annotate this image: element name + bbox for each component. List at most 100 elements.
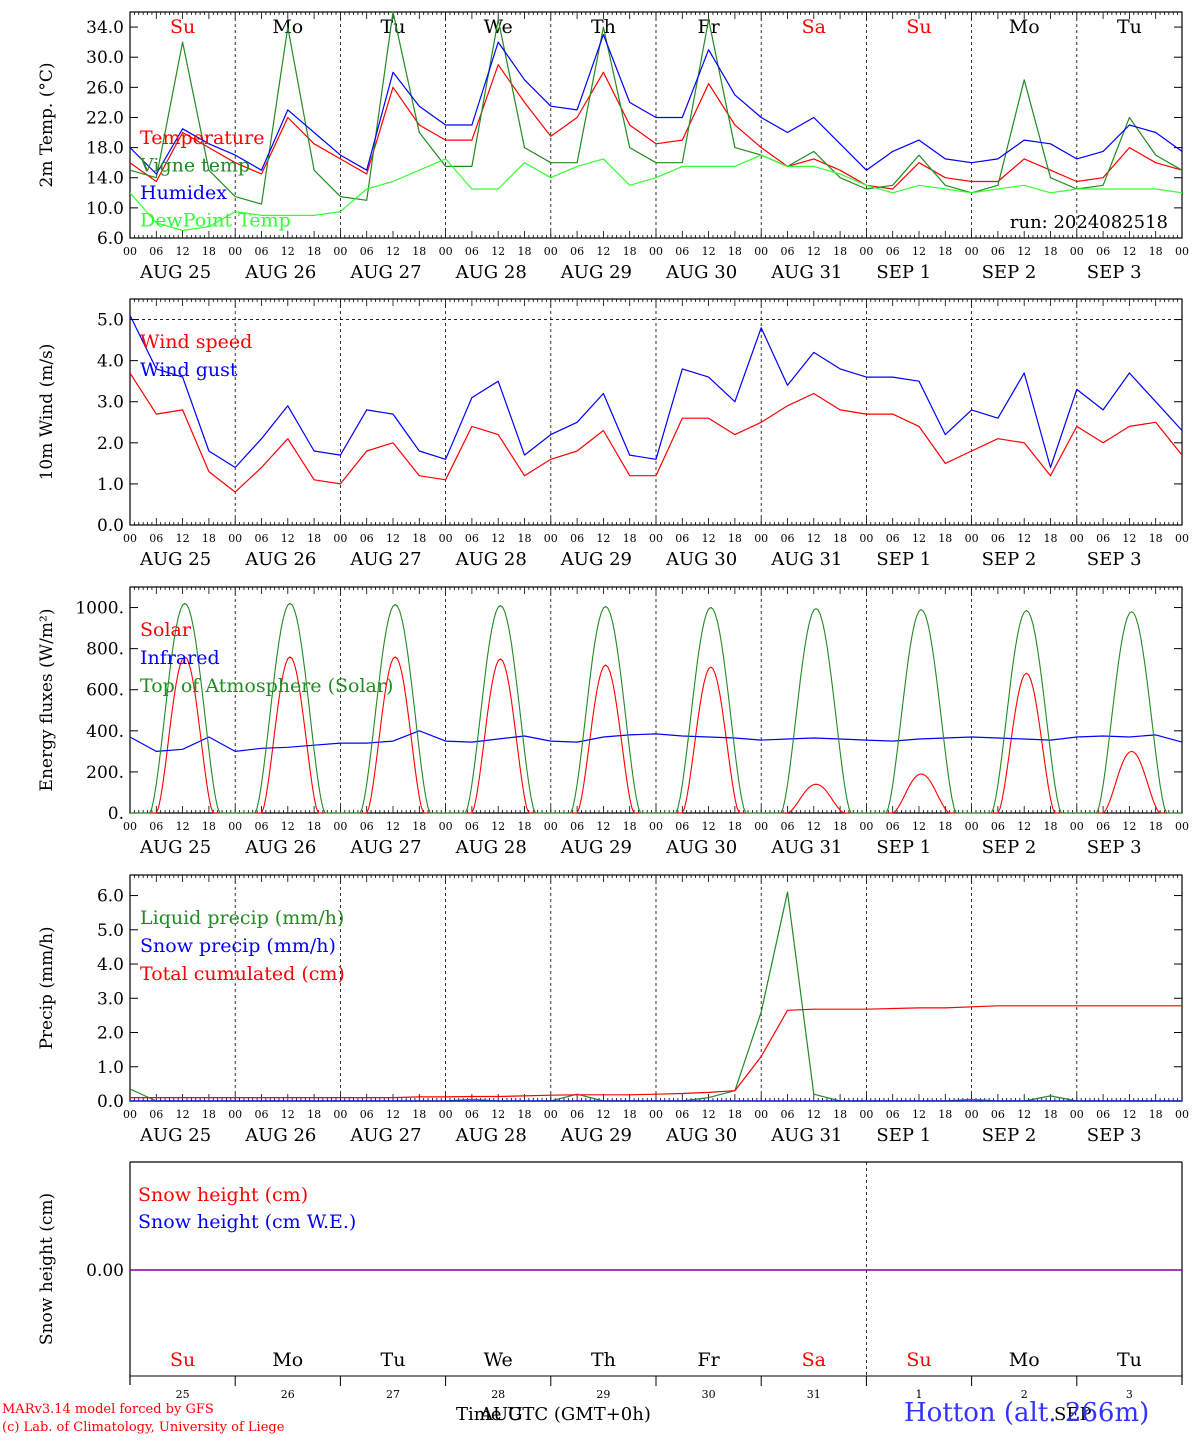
hour-tick-label: 18 [1149,1108,1163,1121]
hour-tick-label: 12 [281,820,295,833]
hour-tick-label: 12 [1017,1108,1031,1121]
y-tick-label: 2.0 [97,434,124,454]
hour-tick-label: 06 [465,532,479,545]
hour-tick-label: 18 [1149,245,1163,258]
hour-tick-label: 00 [544,245,558,258]
hour-tick-label: 00 [754,820,768,833]
weekday-label-bottom: Su [906,1349,931,1371]
hour-tick-label: 18 [833,245,847,258]
legend-entry: Vigne temp [139,155,250,177]
meteogram-chart: 00 06 12 18 00 06 12 18 00 06 12 18 00 06 12 18 00 06 12 18… [37,11,1189,1400]
hour-tick-label: 06 [886,245,900,258]
date-label: AUG 31 [770,837,842,858]
hour-tick-label: 18 [623,1108,637,1121]
date-label: SEP 1 [876,549,931,570]
hour-tick-label: 06 [675,245,689,258]
hour-tick-label: 18 [1044,1108,1058,1121]
hour-tick-label: 06 [360,532,374,545]
hour-tick-label: 06 [465,1108,479,1121]
hour-tick-label: 06 [570,1108,584,1121]
hour-tick-label: 06 [570,532,584,545]
date-label: AUG 31 [770,549,842,570]
y-tick-label: 5.0 [97,311,124,331]
hour-tick-label: 12 [491,245,505,258]
hour-tick-label: 18 [518,820,532,833]
hour-tick-label: 12 [1017,245,1031,258]
weekday-label: Tu [1117,16,1142,38]
date-label: SEP 3 [1087,1125,1142,1146]
weekday-label-bottom: Mo [272,1349,303,1371]
y-tick-label: 0.00 [86,1261,124,1281]
hour-tick-label: 06 [991,532,1005,545]
hour-tick-label: 12 [912,245,926,258]
hour-tick-label: 18 [623,820,637,833]
y-axis-label: 10m Wind (m/s) [37,344,57,481]
hour-tick-label: 06 [886,532,900,545]
hour-tick-label: 06 [360,245,374,258]
date-label: AUG 29 [560,1125,632,1146]
hour-tick-label: 00 [859,1108,873,1121]
hour-tick-label: 06 [886,820,900,833]
legend-entry: Wind speed [140,331,252,353]
legend-entry: Wind gust [140,359,238,381]
date-label: AUG 31 [770,1125,842,1146]
date-label: AUG 26 [244,1125,316,1146]
date-label: AUG 26 [244,549,316,570]
hour-tick-label: 06 [360,1108,374,1121]
date-label: SEP 3 [1087,837,1142,858]
hour-tick-label: 00 [859,820,873,833]
hour-tick-label: 12 [912,532,926,545]
hour-tick-label: 00 [965,245,979,258]
hour-tick-label: 18 [412,820,426,833]
hour-tick-label: 12 [596,532,610,545]
hour-tick-label: 00 [333,532,347,545]
weekday-label-bottom: We [484,1349,513,1371]
hour-tick-label: 00 [859,245,873,258]
y-axis-label: Snow height (cm) [37,1193,57,1345]
hour-tick-label: 06 [991,245,1005,258]
hour-tick-label: 06 [149,820,163,833]
hour-tick-label: 12 [386,245,400,258]
hour-tick-label: 18 [307,1108,321,1121]
date-label: AUG 30 [665,1125,737,1146]
time-axis-month-aug: AUG [480,1404,523,1425]
date-label: AUG 31 [770,262,842,283]
date-label: SEP 1 [876,1125,931,1146]
time-axis-label: Time UTC (GMT+0h) [456,1404,651,1425]
y-tick-label: 1.0 [97,475,124,495]
y-tick-label: 0.0 [97,516,124,536]
series-line-wind-gust [129,315,1183,469]
hour-tick-label: 00 [649,1108,663,1121]
hour-tick-label: 12 [702,820,716,833]
hour-tick-label: 00 [228,1108,242,1121]
hour-tick-label: 00 [228,532,242,545]
hour-tick-label: 06 [255,245,269,258]
hour-tick-label: 06 [255,820,269,833]
legend-entry: Liquid precip (mm/h) [140,907,344,929]
day-number-label: 27 [386,1388,400,1400]
hour-tick-label: 18 [623,245,637,258]
hour-tick-label: 12 [702,245,716,258]
hour-tick-label: 00 [544,1108,558,1121]
date-label: SEP 2 [982,837,1037,858]
hour-tick-label: 18 [202,532,216,545]
y-axis-label: Precip (mm/h) [37,926,57,1049]
hour-tick-label: 12 [491,532,505,545]
hour-tick-label: 12 [596,820,610,833]
hour-tick-label: 06 [675,532,689,545]
hour-tick-label: 18 [1149,820,1163,833]
hour-tick-label: 18 [412,1108,426,1121]
hour-tick-label: 00 [965,532,979,545]
hour-tick-label: 00 [1175,1108,1189,1121]
day-number-label: 2 [1021,1388,1028,1400]
hour-tick-label: 18 [1044,532,1058,545]
copyright-credit: (c) Lab. of Climatology, University of L… [2,1420,285,1435]
date-label: AUG 28 [455,837,527,858]
y-tick-label: 18.0 [86,139,124,159]
hour-tick-label: 18 [728,1108,742,1121]
y-tick-label: 34.0 [86,18,124,38]
date-label: AUG 30 [665,837,737,858]
hour-tick-label: 12 [702,1108,716,1121]
hour-tick-label: 18 [518,532,532,545]
date-label: AUG 25 [139,837,211,858]
